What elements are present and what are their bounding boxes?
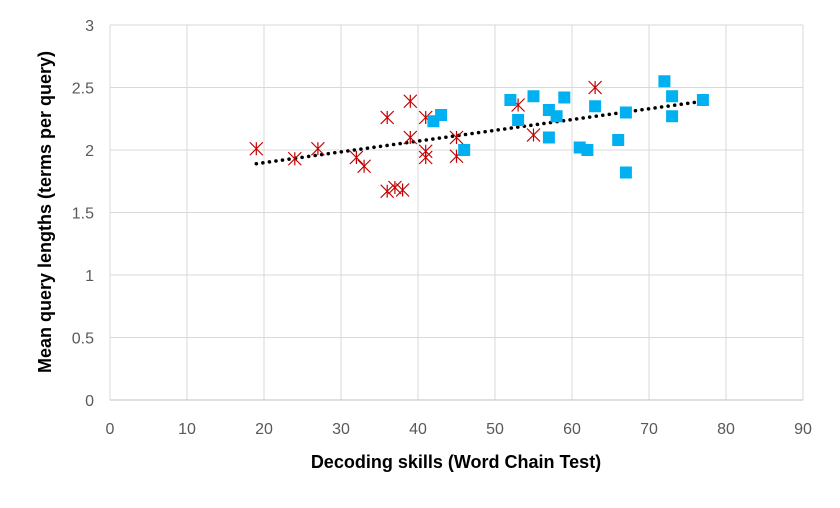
- square-point: [666, 110, 679, 123]
- asterisk-point: [526, 128, 541, 142]
- x-tick-label: 40: [409, 421, 427, 438]
- square-point: [612, 134, 625, 146]
- labels-layer: 0 10 20 30 40 50 60 70 80 90 0 0.5 1 1.5 2 2.5 3: [72, 18, 812, 438]
- square-point: [619, 166, 632, 179]
- x-tick-label: 10: [178, 421, 196, 438]
- asterisk-point: [395, 183, 410, 197]
- asterisk-point: [357, 159, 372, 174]
- square-point: [435, 109, 448, 121]
- square-point: [581, 144, 594, 156]
- y-tick-label: 1.5: [72, 206, 94, 223]
- asterisk-point: [387, 180, 402, 195]
- x-axis-title: Decoding skills (Word Chain Test): [311, 452, 601, 472]
- square-point: [696, 94, 709, 106]
- asterisk-point: [310, 141, 325, 156]
- x-tick-label: 50: [486, 421, 504, 438]
- asterisk-point: [418, 150, 433, 165]
- y-axis-title: Mean query lengths (terms per query): [35, 51, 55, 373]
- asterisk-point: [449, 130, 464, 145]
- y-tick-label: 3: [85, 18, 94, 35]
- square-point: [527, 90, 540, 103]
- asterisk-point: [349, 150, 364, 165]
- square-point: [504, 94, 517, 106]
- square-point: [458, 144, 471, 156]
- y-tick-label: 2: [85, 143, 94, 160]
- x-tick-label: 70: [640, 421, 658, 438]
- y-tick-label: 1: [85, 268, 94, 285]
- x-tick-label: 20: [255, 421, 273, 438]
- y-tick-label: 0: [85, 393, 94, 410]
- asterisk-point: [588, 80, 603, 95]
- square-point: [542, 131, 555, 144]
- asterisk-point: [380, 184, 395, 199]
- asterisk-point: [403, 130, 418, 145]
- square-point: [658, 75, 671, 88]
- x-tick-label: 90: [794, 421, 812, 438]
- square-point: [589, 100, 602, 113]
- square-point: [619, 106, 632, 119]
- x-tick-label: 30: [332, 421, 350, 438]
- y-tick-label: 2.5: [72, 81, 94, 98]
- axis-layer: [109, 25, 803, 401]
- x-tick-label: 0: [106, 421, 115, 438]
- points-layer: [249, 75, 709, 199]
- x-tick-label: 80: [717, 421, 735, 438]
- x-tick-label: 60: [563, 421, 581, 438]
- grid-layer: [110, 24, 804, 400]
- asterisk-point: [403, 94, 418, 109]
- asterisk-point: [287, 151, 302, 166]
- asterisk-point: [380, 110, 395, 125]
- square-point: [550, 110, 563, 123]
- square-point: [666, 90, 679, 103]
- square-point: [512, 114, 525, 126]
- square-point: [558, 91, 571, 104]
- y-tick-label: 0.5: [72, 331, 94, 348]
- asterisk-point: [249, 141, 264, 156]
